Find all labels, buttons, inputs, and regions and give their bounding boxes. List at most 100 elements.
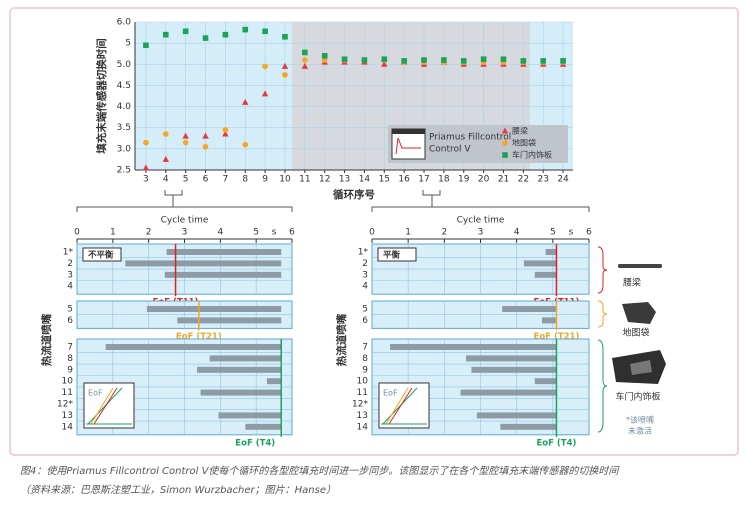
bar xyxy=(166,249,282,255)
marker xyxy=(441,57,447,63)
x-tick-label: 4 xyxy=(514,228,520,238)
marker xyxy=(142,164,150,171)
y-axis-label: 热流道喷嘴 xyxy=(40,313,53,366)
legend-title: Priamus Fillcontrol xyxy=(429,133,511,143)
bar xyxy=(245,423,282,430)
x-tick-label: 3 xyxy=(478,228,484,238)
x-tick-label: 7 xyxy=(223,175,229,185)
row-label: 11 xyxy=(357,388,368,398)
row-label: 12* xyxy=(352,400,368,410)
row-label: 9 xyxy=(362,365,368,375)
bar xyxy=(146,306,282,312)
y-tick-label: 4.0 xyxy=(117,102,132,112)
marker xyxy=(262,63,268,70)
badge-label: 平衡 xyxy=(383,250,401,261)
x-tick-label: 21 xyxy=(498,175,509,185)
inset-line xyxy=(388,387,413,425)
marker xyxy=(381,56,388,63)
x-tick-label: 1 xyxy=(110,228,116,238)
x-axis-label: Cycle time xyxy=(457,216,505,226)
x-tick-label: 4 xyxy=(217,228,223,238)
right-bracket xyxy=(371,190,590,212)
x-tick-label: 4 xyxy=(163,175,169,185)
x-tick-label: 3 xyxy=(143,175,149,185)
part-label: 车门内饰板 xyxy=(615,391,660,403)
row-label: 12* xyxy=(57,400,73,410)
row-label: 2 xyxy=(362,259,368,269)
eof-label: EoF (T4) xyxy=(235,438,275,448)
row-label: 10 xyxy=(357,377,369,387)
marker xyxy=(143,42,149,49)
caption: 图4：使用Priamus Fillcontrol Control V使每个循环的… xyxy=(20,465,620,477)
marker xyxy=(321,53,328,59)
eof-label: EoF (T21) xyxy=(176,332,222,342)
x-tick-label: 6 xyxy=(203,175,209,185)
bar xyxy=(197,366,282,373)
part-icon xyxy=(618,264,662,268)
row-label: 2 xyxy=(67,259,73,269)
row-label: 9 xyxy=(67,365,73,375)
marker xyxy=(381,60,388,67)
inset-label: EoF xyxy=(88,389,103,398)
x-tick-label: 18 xyxy=(438,175,450,185)
bar xyxy=(164,271,282,278)
marker xyxy=(261,90,269,97)
x-axis-label: Cycle time xyxy=(161,216,209,226)
part-label: 地图袋 xyxy=(622,327,649,339)
x-tick-label: 2 xyxy=(146,228,152,238)
x-tick-label: 24 xyxy=(557,175,569,185)
marker xyxy=(222,130,229,137)
marker xyxy=(321,57,328,63)
x-axis-label: 循环序号 xyxy=(333,188,375,201)
marker xyxy=(222,127,229,133)
part-label: 腰梁 xyxy=(623,277,641,289)
bar xyxy=(125,260,282,267)
x-tick-label: 3 xyxy=(182,228,188,238)
marker xyxy=(302,49,308,56)
y-axis-label: 热流道喷嘴 xyxy=(335,313,348,366)
x-tick-label: 16 xyxy=(398,175,410,185)
x-tick-label: 8 xyxy=(242,175,248,185)
marker xyxy=(341,56,348,63)
brace xyxy=(597,300,608,328)
part-icon xyxy=(622,302,656,324)
legend-icon xyxy=(395,137,421,155)
part-icon xyxy=(630,360,652,375)
note: 未激活 xyxy=(628,426,652,436)
row-label: 5 xyxy=(362,305,368,315)
row-label: 14 xyxy=(357,422,369,432)
x-tick-label: 5 xyxy=(183,175,189,185)
marker xyxy=(182,132,189,139)
x-tick-label: 19 xyxy=(458,175,470,185)
marker xyxy=(480,56,487,63)
marker xyxy=(182,139,189,146)
marker xyxy=(302,57,308,63)
marker xyxy=(502,152,508,158)
row-label: 3 xyxy=(67,270,73,280)
bar xyxy=(200,389,282,396)
legend-icon xyxy=(392,129,425,134)
brace xyxy=(597,339,608,433)
marker xyxy=(282,34,288,40)
x-tick-label: 20 xyxy=(478,175,490,185)
caption: （资料来源：巴恩斯注塑工业，Simon Wurzbacher；图片：Hanse） xyxy=(20,484,336,496)
marker xyxy=(421,57,427,63)
x-tick-label: 17 xyxy=(418,175,429,185)
brace xyxy=(597,246,608,294)
inset xyxy=(83,382,135,429)
inset-line xyxy=(90,387,114,425)
badge xyxy=(82,247,122,262)
x-unit: s xyxy=(569,228,574,238)
bar xyxy=(471,366,557,373)
x-unit: s xyxy=(272,228,277,238)
row-label: 13 xyxy=(62,411,73,421)
row-label: 11 xyxy=(62,388,73,398)
marker xyxy=(182,28,189,35)
bar xyxy=(460,389,557,396)
marker xyxy=(540,58,547,64)
y-axis-label: 填充末端传感器切换时间 xyxy=(95,38,108,154)
legend-label: 地图袋 xyxy=(512,138,536,148)
row-label: 13 xyxy=(357,411,368,421)
bar xyxy=(534,271,557,278)
